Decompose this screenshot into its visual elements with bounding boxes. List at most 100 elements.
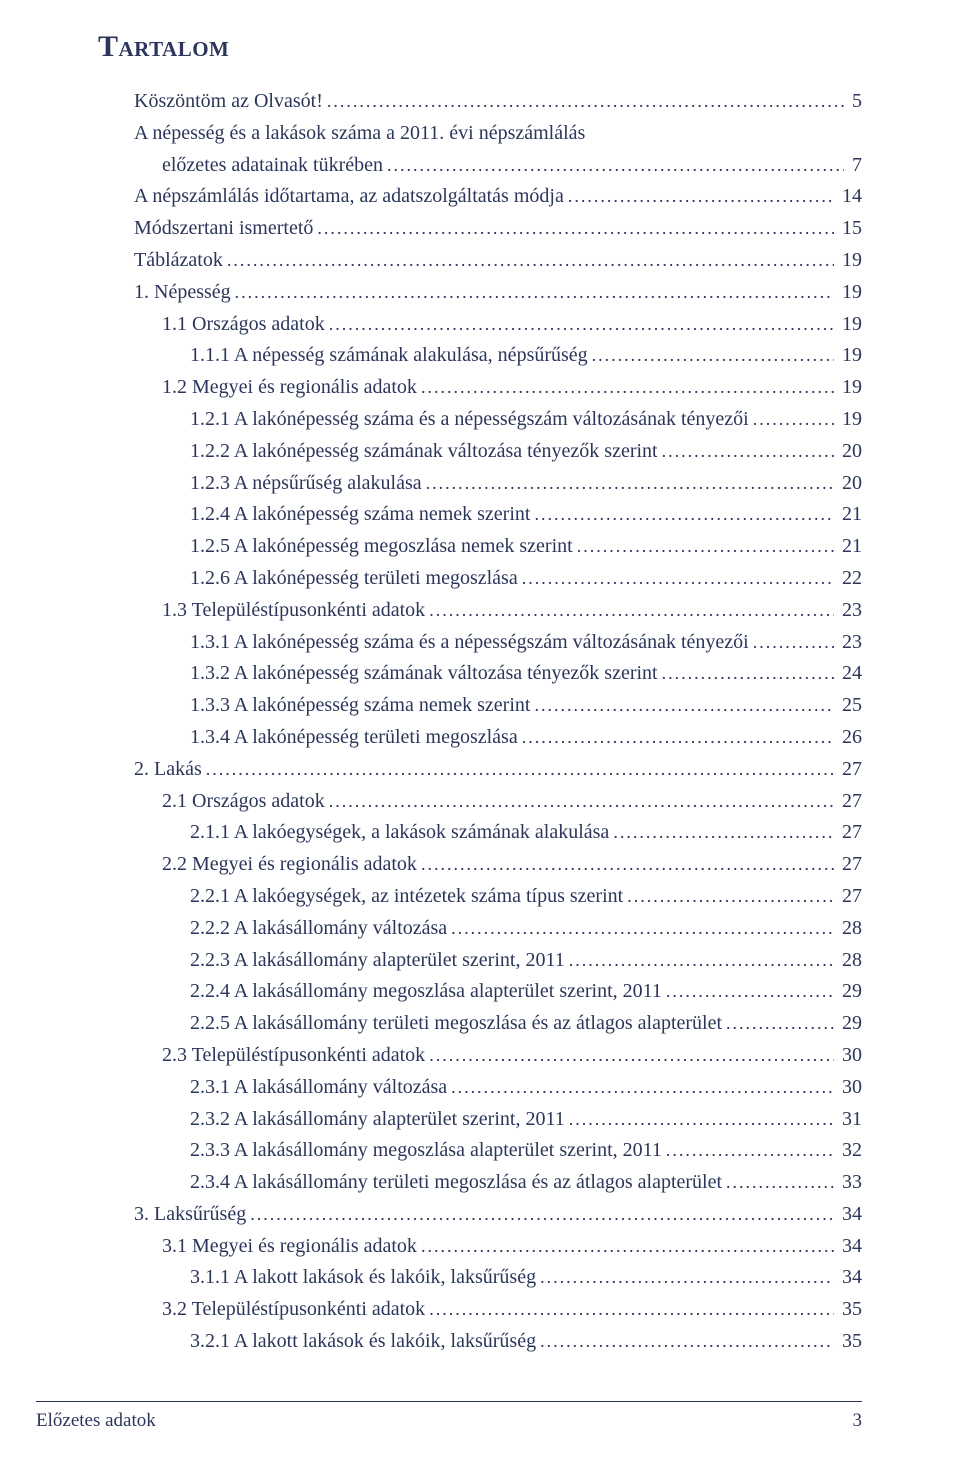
toc-entry-label: 2. Lakás [134, 754, 202, 786]
toc-leader [250, 1199, 834, 1231]
toc-entry: 2.2.3 A lakásállomány alapterület szerin… [98, 945, 862, 977]
toc-page-number: 19 [838, 245, 862, 277]
toc-entry-label: 3.1.1 A lakott lakások és lakóik, laksűr… [190, 1262, 536, 1294]
toc-leader [540, 1326, 834, 1358]
toc-entry: 2.2.1 A lakóegységek, az intézetek száma… [98, 881, 862, 913]
toc-entry: 1.2.1 A lakónépesség száma és a népesség… [98, 404, 862, 436]
toc-entry: 1.3.4 A lakónépesség területi megoszlása… [98, 722, 862, 754]
toc-page-number: 23 [838, 627, 862, 659]
toc-page-number: 34 [838, 1199, 862, 1231]
toc-page-number: 21 [838, 499, 862, 531]
toc-entry-label: 1.3.4 A lakónépesség területi megoszlása [190, 722, 518, 754]
toc-entry: Táblázatok19 [98, 245, 862, 277]
toc-page-number: 31 [838, 1104, 862, 1136]
toc-leader [426, 468, 834, 500]
toc-page-number: 29 [838, 976, 862, 1008]
toc-leader [317, 213, 834, 245]
toc-leader [534, 690, 834, 722]
toc-leader [421, 1231, 834, 1263]
toc-page-number: 29 [838, 1008, 862, 1040]
toc-entry: 1.1 Országos adatok19 [98, 309, 862, 341]
toc-entry-label: 3.1 Megyei és regionális adatok [162, 1231, 417, 1263]
toc-leader [421, 849, 834, 881]
toc-leader [662, 658, 834, 690]
toc-entry-label: előzetes adatainak tükrében [162, 150, 383, 182]
toc-page-number: 19 [838, 277, 862, 309]
toc-entry-label: 2.1.1 A lakóegységek, a lakások számának… [190, 817, 609, 849]
toc-entry-label: A népesség és a lakások száma a 2011. év… [134, 118, 585, 150]
toc-entry: 1.3.3 A lakónépesség száma nemek szerint… [98, 690, 862, 722]
toc-leader [329, 309, 834, 341]
toc-page-number: 27 [838, 786, 862, 818]
toc-entry: 2.2 Megyei és regionális adatok27 [98, 849, 862, 881]
toc-page-number: 33 [838, 1167, 862, 1199]
toc-entry: 2.3.4 A lakásállomány területi megoszlás… [98, 1167, 862, 1199]
toc-page-number: 35 [838, 1294, 862, 1326]
toc-page-number: 30 [838, 1040, 862, 1072]
toc-leader [540, 1262, 834, 1294]
toc-entry-label: 1.2.4 A lakónépesség száma nemek szerint [190, 499, 530, 531]
toc-leader [421, 372, 834, 404]
toc-entry: 2.3.3 A lakásállomány megoszlása alapter… [98, 1135, 862, 1167]
toc-entry: 1.2.3 A népsűrűség alakulása 20 [98, 468, 862, 500]
toc-page-number: 22 [838, 563, 862, 595]
toc-leader [387, 150, 844, 182]
toc-leader [429, 1040, 834, 1072]
toc-leader [327, 86, 844, 118]
toc-entry: 2. Lakás27 [98, 754, 862, 786]
footer-left-text: Előzetes adatok [36, 1410, 156, 1432]
toc-leader [726, 1008, 834, 1040]
toc-page-number: 5 [848, 86, 862, 118]
toc-entry-label: 1.2.5 A lakónépesség megoszlása nemek sz… [190, 531, 573, 563]
toc-entry-label: 2.3.3 A lakásállomány megoszlása alapter… [190, 1135, 662, 1167]
toc-entry: A népszámlálás időtartama, az adatszolgá… [98, 181, 862, 213]
toc-entry: 1.2.2 A lakónépesség számának változása … [98, 436, 862, 468]
toc-leader [753, 404, 834, 436]
toc-page-number: 14 [838, 181, 862, 213]
toc-page-number: 23 [838, 595, 862, 627]
toc-leader [451, 913, 834, 945]
toc-entry-label: 1.2.3 A népsűrűség alakulása [190, 468, 422, 500]
toc-entry-label: 3.2 Településtípusonkénti adatok [162, 1294, 425, 1326]
page-footer: Előzetes adatok 3 [0, 1401, 960, 1432]
toc-entry: 3. Laksűrűség34 [98, 1199, 862, 1231]
toc-entry: 2.3 Településtípusonkénti adatok30 [98, 1040, 862, 1072]
toc-leader [592, 340, 834, 372]
toc-entry: 1.3.1 A lakónépesség száma és a népesség… [98, 627, 862, 659]
toc-page-number: 24 [838, 658, 862, 690]
toc-page-number: 7 [848, 150, 862, 182]
toc-leader [662, 436, 834, 468]
toc-leader [577, 531, 834, 563]
toc-page-number: 34 [838, 1262, 862, 1294]
toc-leader [451, 1072, 834, 1104]
toc-entry-label: 1.2 Megyei és regionális adatok [162, 372, 417, 404]
toc-entry-label: 1.2.2 A lakónépesség számának változása … [190, 436, 658, 468]
toc-page-number: 35 [838, 1326, 862, 1358]
toc-entry-label: Módszertani ismertető [134, 213, 313, 245]
toc-page-number: 15 [838, 213, 862, 245]
toc-entry-label: 2.2.1 A lakóegységek, az intézetek száma… [190, 881, 623, 913]
toc-entry-label: 2.2.2 A lakásállomány változása [190, 913, 447, 945]
toc-entry: Módszertani ismertető 15 [98, 213, 862, 245]
toc-page-number: 30 [838, 1072, 862, 1104]
toc-list: Köszöntöm az Olvasót!5A népesség és a la… [98, 86, 862, 1358]
toc-page-number: 20 [838, 468, 862, 500]
toc-leader [627, 881, 834, 913]
toc-entry: 2.3.2 A lakásállomány alapterület szerin… [98, 1104, 862, 1136]
toc-entry-label: 1.3.1 A lakónépesség száma és a népesség… [190, 627, 749, 659]
toc-entry: 2.1.1 A lakóegységek, a lakások számának… [98, 817, 862, 849]
toc-entry: 1.2.4 A lakónépesség száma nemek szerint… [98, 499, 862, 531]
toc-entry: 2.1 Országos adatok27 [98, 786, 862, 818]
toc-leader [568, 181, 834, 213]
toc-entry: 1.2 Megyei és regionális adatok19 [98, 372, 862, 404]
toc-page-number: 25 [838, 690, 862, 722]
toc-leader [726, 1167, 834, 1199]
footer-page-number: 3 [853, 1410, 863, 1432]
toc-leader [522, 722, 834, 754]
toc-leader [329, 786, 834, 818]
toc-entry: 1.3 Településtípusonkénti adatok 23 [98, 595, 862, 627]
toc-entry-label: 1. Népesség [134, 277, 231, 309]
toc-entry-label: 1.3 Településtípusonkénti adatok [162, 595, 425, 627]
toc-entry-label: 3.2.1 A lakott lakások és lakóik, laksűr… [190, 1326, 536, 1358]
toc-page-number: 34 [838, 1231, 862, 1263]
